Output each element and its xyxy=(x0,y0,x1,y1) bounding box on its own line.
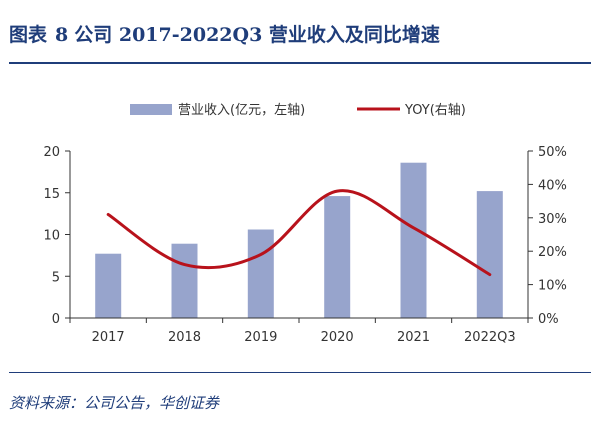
right-tick-label: 40% xyxy=(538,178,567,193)
source-note: 资料来源：公司公告，华创证券 xyxy=(9,394,220,412)
x-tick-label: 2017 xyxy=(92,330,125,345)
title-divider xyxy=(9,62,591,64)
bar-series xyxy=(95,162,503,318)
bar-2019 xyxy=(247,229,274,318)
left-tick-label: 20 xyxy=(43,145,60,160)
left-tick-label: 10 xyxy=(43,229,60,244)
chart-legend: 营业收入(亿元，左轴) YOY(右轴) xyxy=(130,103,466,118)
right-tick-label: 10% xyxy=(538,279,567,294)
right-tick-label: 50% xyxy=(538,145,567,160)
figure-title: 图表 8 公司 2017-2022Q3 营业收入及同比增速 xyxy=(9,20,440,47)
revenue-yoy-chart: 营业收入(亿元，左轴) YOY(右轴) 0 5 10 15 20 0% 10% 20% 30% 4… xyxy=(43,103,566,345)
figure-number: 8 xyxy=(55,24,69,46)
yoy-line xyxy=(106,189,492,277)
x-tick-label: 2019 xyxy=(244,330,277,345)
axes: 0 5 10 15 20 0% 10% 20% 30% 40% 50% 2017 2018 2019 202… xyxy=(43,145,566,345)
bar-2017 xyxy=(95,253,122,318)
right-tick-label: 0% xyxy=(538,312,559,327)
x-tick-label: 2022Q3 xyxy=(464,330,516,345)
bar-2022Q3 xyxy=(476,191,503,318)
bar-2020 xyxy=(324,196,351,318)
legend-bar-swatch xyxy=(130,104,172,115)
left-tick-label: 15 xyxy=(43,187,60,202)
left-tick-label: 0 xyxy=(52,312,60,327)
right-tick-label: 30% xyxy=(538,212,567,227)
bar-2021 xyxy=(400,162,427,318)
legend-bar-label: 营业收入(亿元，左轴) xyxy=(178,103,305,118)
x-tick-label: 2021 xyxy=(397,330,430,345)
x-tick-label: 2018 xyxy=(168,330,201,345)
x-tick-label: 2020 xyxy=(321,330,354,345)
right-tick-label: 20% xyxy=(538,245,567,260)
line-series xyxy=(106,189,492,277)
figure-title-text: 公司 2017-2022Q3 营业收入及同比增速 xyxy=(74,24,440,46)
figure-label: 图表 xyxy=(9,24,48,46)
footer-divider xyxy=(9,372,591,373)
legend-line-label: YOY(右轴) xyxy=(404,103,466,118)
left-tick-label: 5 xyxy=(52,270,60,285)
bar-2018 xyxy=(171,243,198,318)
